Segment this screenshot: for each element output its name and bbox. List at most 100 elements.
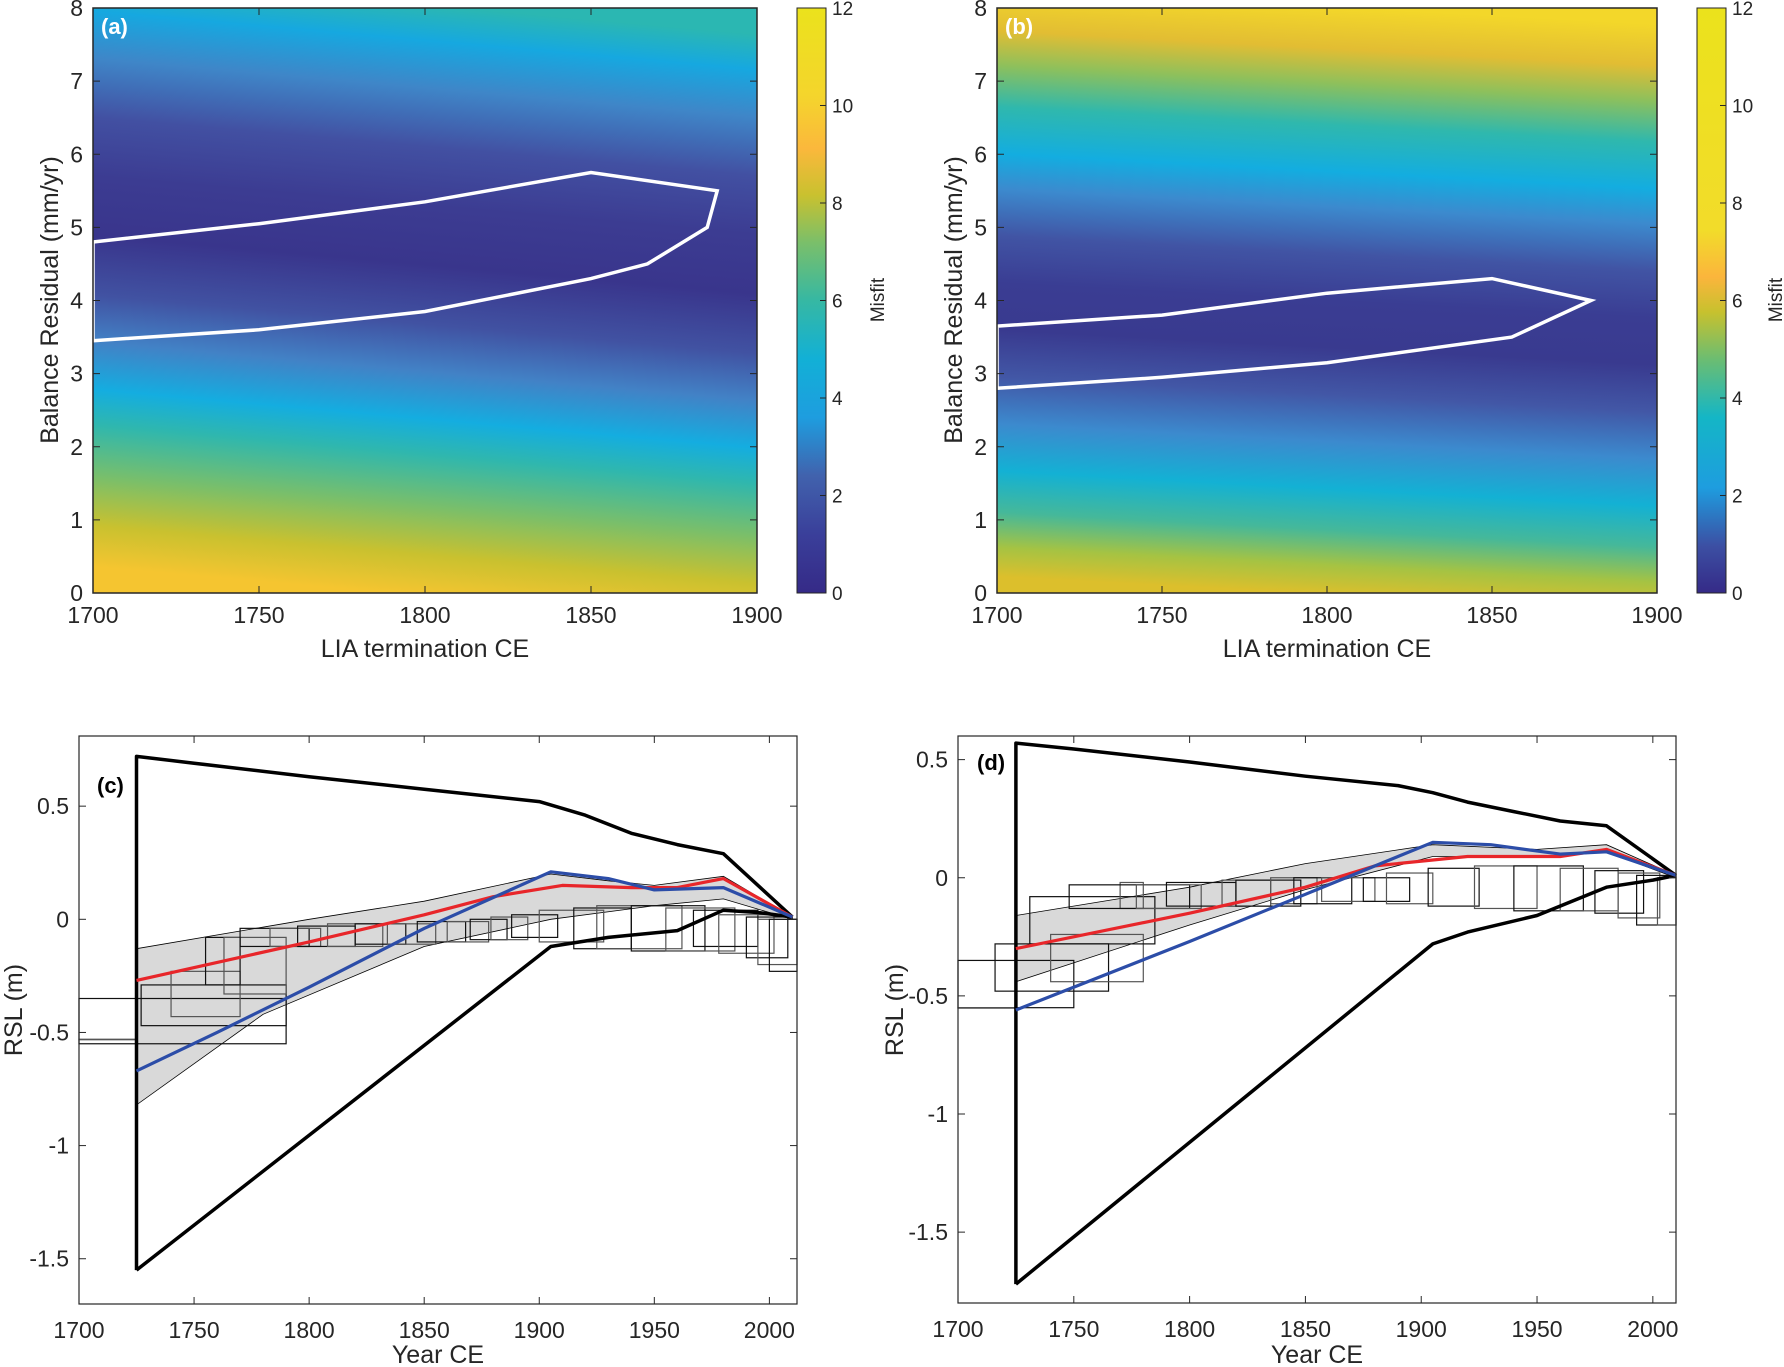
x-tick-label-a: 1750 [233,602,284,628]
y-tick-label-b: 0 [974,580,987,606]
data-box-c [446,920,490,943]
colorbar-a-ticks: 0 2 4 6 8 10 12 [820,0,853,605]
y-tick-label-b: 6 [974,141,987,167]
y-tick-label-b: 1 [974,507,987,533]
ylabel-b: Balance Residual (mm/yr) [940,156,968,444]
colorbar-b-ticks: 0 2 4 6 8 10 12 [1720,0,1753,605]
y-tick-label-c: 0.5 [37,793,69,819]
y-tick-label-a: 8 [70,0,83,21]
data-box-d [1513,865,1584,912]
x-tick-label-b: 1750 [1136,602,1187,628]
x-tick-label-c: 1700 [53,1317,104,1343]
colorbar-tick-label-a: 6 [832,292,843,313]
heatmap-a-field [93,8,757,593]
data-box-c [469,918,508,941]
series-red-c [136,876,794,982]
data-box-c [596,905,683,950]
data-box-d [1068,884,1191,910]
y-tick-label-a: 1 [70,507,83,533]
x-tick-label-c: 1750 [168,1317,219,1343]
colorbar-tick-label-b: 12 [1732,0,1753,20]
panel-d-rsl-plot: 1700 1750 1800 1850 1900 1950 2000 -1.5 -1 -0.5 0 0… [881,735,1678,1367]
y-tick-label-c: -0.5 [29,1019,69,1045]
xlabel-a: LIA termination CE [321,635,529,663]
x-tick-label-b: 1800 [1301,602,1352,628]
colorbar-tick-label-a: 10 [832,97,853,118]
data-box-d [957,1007,1017,1009]
y-tick-label-b: 2 [974,434,987,460]
data-box-c [692,909,759,948]
data-box-c [386,923,437,945]
heatmap-b-field [997,8,1657,593]
x-tick-label-d: 1700 [932,1316,983,1342]
x-tick-label-b: 1900 [1631,602,1682,628]
panel-label-b: (b) [1005,14,1033,39]
y-tick-label-a: 4 [70,288,83,314]
colorbar-tick-label-b: 0 [1732,584,1743,605]
y-tick-label-c: 0 [56,906,69,932]
x-tick-label-b: 1700 [971,602,1022,628]
y-tick-label-a: 0 [70,580,83,606]
colorbar-tick-label-b: 6 [1732,292,1743,313]
series-blue-d [1015,840,1677,1012]
data-box-c [78,1038,138,1041]
y-tick-label-c: -1 [49,1133,69,1159]
axes-d-frame [957,735,1677,1304]
x-tick-label-a: 1700 [67,602,118,628]
y-tick-label-b: 3 [974,361,987,387]
panel-label-d: (d) [977,750,1005,775]
data-box-d [1473,865,1538,910]
y-tick-label-d: 0.5 [916,747,948,773]
y-tick-label-d: -0.5 [908,983,948,1009]
data-box-c [204,936,241,986]
data-box-c [745,916,789,959]
colorbar-tick-label-a: 12 [832,0,853,20]
x-tick-label-c: 1800 [284,1317,335,1343]
uncertainty-band-d [1015,844,1677,983]
data-box-d [1559,867,1619,912]
x-tick-label-c: 2000 [744,1317,795,1343]
contour-a [91,170,720,343]
x-tick-label-d: 1900 [1396,1316,1447,1342]
axes-c-frame [78,735,798,1305]
xlabel-c: Year CE [392,1341,484,1367]
y-tick-label-a: 2 [70,434,83,460]
y-tick-label-a: 7 [70,68,83,94]
ylabel-d: RSL (m) [881,964,909,1056]
plot-c-marks [78,754,798,1272]
panel-label-a: (a) [101,14,128,39]
xlabel-b: LIA termination CE [1223,635,1431,663]
data-box-c [490,916,529,941]
colorbar-tick-label-b: 8 [1732,194,1743,215]
y-tick-label-a: 5 [70,214,83,240]
data-box-d [1135,884,1202,910]
panel-c-rsl-plot: 1700 1750 1800 1850 1900 1950 2000 -1.5 -1 -0.5 0 0… [0,735,798,1367]
envelope-upper-d [1014,741,1678,1285]
envelope-lower-d [1014,873,1677,1286]
y-tick-label-d: -1.5 [908,1219,948,1245]
y-tick-label-b: 5 [974,214,987,240]
x-tick-label-d: 1950 [1511,1316,1562,1342]
colorbar-tick-label-b: 10 [1732,97,1753,118]
x-tick-label-b: 1850 [1466,602,1517,628]
x-tick-label-d: 1850 [1280,1316,1331,1342]
y-tick-label-c: -1.5 [29,1246,69,1272]
colorbar-b-label: Misfit [1766,277,1784,322]
y-tick-label-d: -1 [928,1101,948,1127]
ticks-d: 1700 1750 1800 1850 1900 1950 2000 -1.5 -1 -0.5 0 0… [908,736,1678,1342]
plot-d-marks [957,741,1678,1286]
x-tick-label-c: 1850 [399,1317,450,1343]
ticks-b: 1700 1750 1800 1850 1900 0 1 2 3 4 5 6 7 8 [971,0,1682,628]
envelope-upper-c [134,754,794,1271]
colorbar-tick-label-a: 0 [832,584,843,605]
colorbar-tick-label-a: 4 [832,389,843,410]
data-box-d [1617,872,1661,919]
x-tick-label-c: 1950 [629,1317,680,1343]
uncertainty-band-c [136,873,793,1106]
x-tick-label-a: 1900 [731,602,782,628]
data-box-c [223,936,287,995]
colorbar-tick-label-a: 8 [832,194,843,215]
